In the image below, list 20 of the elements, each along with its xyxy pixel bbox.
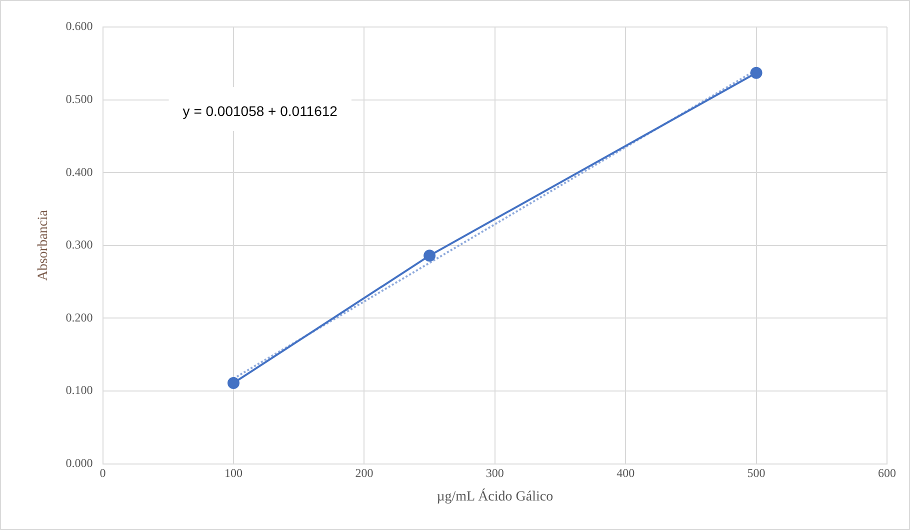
x-tick-label: 100: [224, 466, 242, 480]
y-tick-label: 0.500: [66, 92, 93, 106]
y-tick-label: 0.100: [66, 383, 93, 398]
point: [750, 66, 762, 79]
y-tick-label: 0.000: [66, 456, 93, 470]
x-tick-label: 200: [355, 466, 374, 480]
x-tick-label: 600: [878, 466, 896, 480]
annotation: y = 0.001058 + 0.011612: [182, 102, 338, 119]
y-tick-label: 0.400: [66, 164, 93, 179]
x-tick-label: 300: [486, 466, 504, 480]
x-axis-title: µg/mL Ácido Gálico: [436, 487, 554, 504]
y-tick-label: 0.300: [66, 238, 93, 252]
y-tick-label: 0.600: [66, 19, 93, 34]
x-tick-label: 0: [100, 466, 106, 480]
x-tick-label: 400: [616, 466, 635, 480]
point: [228, 376, 240, 389]
x-tick-label: 500: [747, 466, 766, 480]
y-axis-title: Absorbancia: [36, 209, 52, 281]
y-tick-label: 0.200: [66, 310, 93, 324]
point: [424, 250, 436, 262]
